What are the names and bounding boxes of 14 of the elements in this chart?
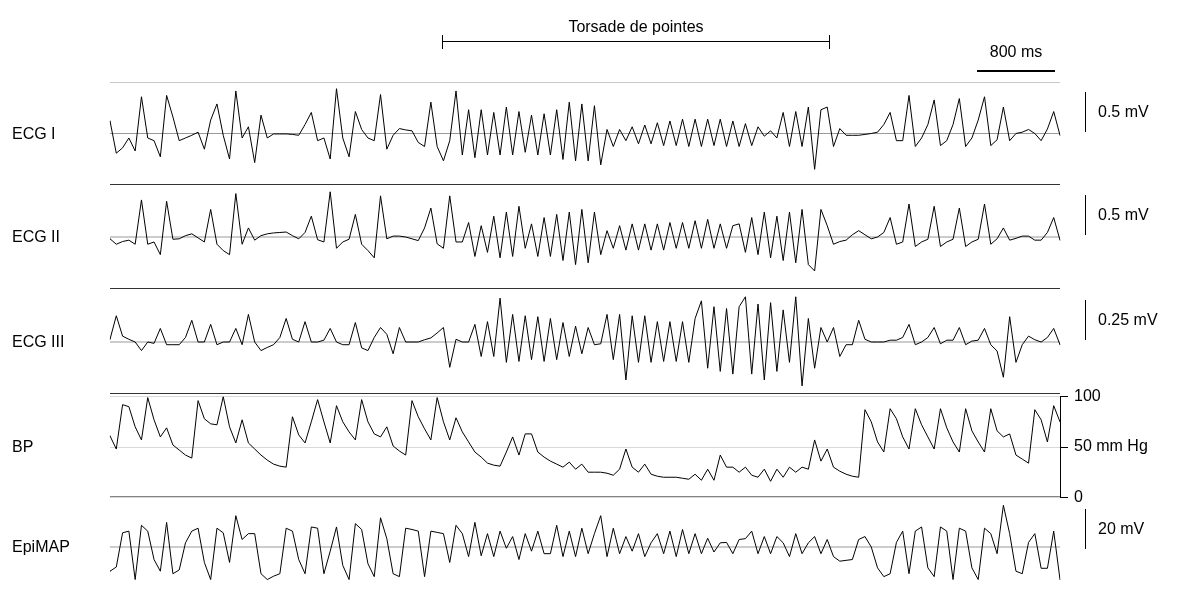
y-axis-title: ECG II <box>12 227 61 247</box>
y-axis-title: ECG III <box>12 332 65 352</box>
text: 800 ms <box>988 42 1044 62</box>
text: 20 mV <box>1098 519 1145 539</box>
text: 0.25 mV <box>1098 310 1158 330</box>
y-tick-label: 100 <box>1074 387 1101 405</box>
y-tick-label: 0 <box>1074 487 1083 505</box>
y-axis-title: EpiMAP <box>12 537 70 557</box>
text: 0.5 mV <box>1098 205 1149 225</box>
y-axis-title: ECG I <box>12 123 56 144</box>
y-axis-title: BP <box>12 437 34 457</box>
text: 0.5 mV <box>1098 102 1149 122</box>
y-tick-label: 50 mm Hg <box>1074 437 1148 455</box>
text: Torsade de pointes <box>567 17 705 37</box>
